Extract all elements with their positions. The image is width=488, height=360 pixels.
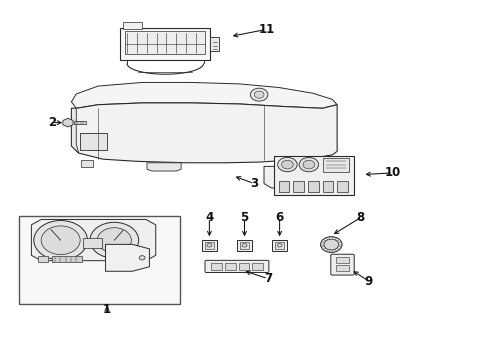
Circle shape bbox=[206, 243, 211, 247]
Text: 9: 9 bbox=[364, 275, 372, 288]
FancyBboxPatch shape bbox=[330, 254, 353, 275]
Bar bbox=[120, 28, 210, 60]
Text: 5: 5 bbox=[240, 211, 248, 224]
Bar bbox=[272, 240, 286, 251]
Circle shape bbox=[320, 237, 341, 252]
Bar bbox=[125, 31, 205, 54]
Circle shape bbox=[303, 160, 314, 169]
Text: 10: 10 bbox=[385, 166, 401, 179]
Polygon shape bbox=[264, 166, 288, 189]
Text: 6: 6 bbox=[275, 211, 283, 224]
Circle shape bbox=[41, 226, 80, 255]
FancyBboxPatch shape bbox=[204, 260, 268, 273]
Bar bbox=[335, 257, 348, 263]
Bar bbox=[202, 240, 216, 251]
Circle shape bbox=[277, 157, 297, 172]
Bar bbox=[211, 263, 222, 270]
Bar bbox=[204, 242, 214, 249]
Text: 11: 11 bbox=[258, 23, 274, 36]
Bar bbox=[335, 265, 348, 271]
Bar bbox=[82, 238, 102, 248]
Bar bbox=[274, 242, 284, 249]
Bar bbox=[38, 256, 47, 262]
Polygon shape bbox=[147, 163, 181, 171]
Circle shape bbox=[242, 243, 246, 247]
Bar bbox=[307, 181, 318, 192]
Text: 7: 7 bbox=[264, 272, 271, 285]
Circle shape bbox=[90, 222, 139, 258]
Polygon shape bbox=[71, 82, 336, 108]
Text: 3: 3 bbox=[250, 177, 258, 190]
Bar bbox=[122, 22, 142, 30]
Bar bbox=[312, 158, 325, 165]
Bar bbox=[19, 216, 180, 304]
Circle shape bbox=[324, 239, 338, 250]
Text: 4: 4 bbox=[205, 211, 213, 224]
Polygon shape bbox=[71, 103, 336, 163]
Bar bbox=[80, 133, 106, 150]
Circle shape bbox=[254, 91, 264, 98]
Text: 8: 8 bbox=[356, 211, 364, 224]
Text: 2: 2 bbox=[48, 116, 56, 129]
Bar bbox=[278, 181, 289, 192]
Polygon shape bbox=[63, 118, 73, 127]
Bar bbox=[81, 160, 93, 167]
Text: 1: 1 bbox=[102, 303, 111, 316]
Bar bbox=[237, 240, 251, 251]
Bar bbox=[239, 242, 249, 249]
Circle shape bbox=[34, 221, 87, 260]
Circle shape bbox=[97, 228, 131, 253]
Bar bbox=[293, 181, 304, 192]
Circle shape bbox=[299, 157, 318, 172]
Bar bbox=[238, 263, 249, 270]
Bar bbox=[322, 158, 348, 172]
Bar bbox=[336, 181, 347, 192]
Bar bbox=[224, 263, 235, 270]
Polygon shape bbox=[71, 108, 79, 153]
Circle shape bbox=[281, 160, 293, 169]
Circle shape bbox=[277, 243, 282, 247]
Bar bbox=[252, 263, 263, 270]
Bar bbox=[273, 156, 353, 195]
Circle shape bbox=[139, 256, 145, 260]
Bar bbox=[74, 121, 86, 125]
Bar bbox=[52, 256, 81, 262]
Circle shape bbox=[250, 88, 267, 101]
Polygon shape bbox=[105, 244, 149, 271]
Polygon shape bbox=[31, 220, 156, 261]
Bar bbox=[210, 37, 219, 51]
Bar bbox=[322, 181, 332, 192]
